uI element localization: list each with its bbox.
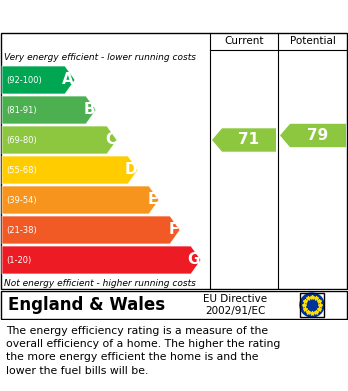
Circle shape: [300, 293, 324, 317]
Text: (92-100): (92-100): [6, 75, 42, 84]
Text: (55-68): (55-68): [6, 165, 37, 174]
Text: The energy efficiency rating is a measure of the
overall efficiency of a home. T: The energy efficiency rating is a measur…: [6, 326, 280, 376]
Polygon shape: [2, 96, 96, 124]
Polygon shape: [212, 128, 276, 152]
Text: (69-80): (69-80): [6, 136, 37, 145]
Text: 79: 79: [307, 128, 329, 143]
Text: Not energy efficient - higher running costs: Not energy efficient - higher running co…: [4, 278, 196, 287]
Text: Current: Current: [224, 36, 264, 46]
Text: (39-54): (39-54): [6, 196, 37, 204]
Text: B: B: [84, 102, 95, 118]
Polygon shape: [2, 216, 180, 244]
Text: Very energy efficient - lower running costs: Very energy efficient - lower running co…: [4, 54, 196, 63]
Polygon shape: [2, 186, 159, 214]
Text: England & Wales: England & Wales: [8, 296, 165, 314]
Text: (1-20): (1-20): [6, 255, 31, 264]
Text: F: F: [169, 222, 179, 237]
Text: Potential: Potential: [290, 36, 336, 46]
Text: D: D: [124, 163, 137, 178]
Text: EU Directive
2002/91/EC: EU Directive 2002/91/EC: [203, 294, 267, 316]
Polygon shape: [2, 126, 117, 154]
Text: (81-91): (81-91): [6, 106, 37, 115]
Text: Energy Efficiency Rating: Energy Efficiency Rating: [8, 7, 237, 25]
Polygon shape: [2, 66, 75, 94]
Bar: [300, 293, 324, 317]
Polygon shape: [280, 124, 346, 147]
Text: A: A: [62, 72, 74, 88]
Text: E: E: [148, 192, 158, 208]
Polygon shape: [2, 246, 201, 274]
Text: (21-38): (21-38): [6, 226, 37, 235]
Text: 71: 71: [238, 133, 260, 147]
Text: G: G: [188, 253, 200, 267]
Polygon shape: [2, 156, 138, 184]
Text: C: C: [105, 133, 116, 147]
